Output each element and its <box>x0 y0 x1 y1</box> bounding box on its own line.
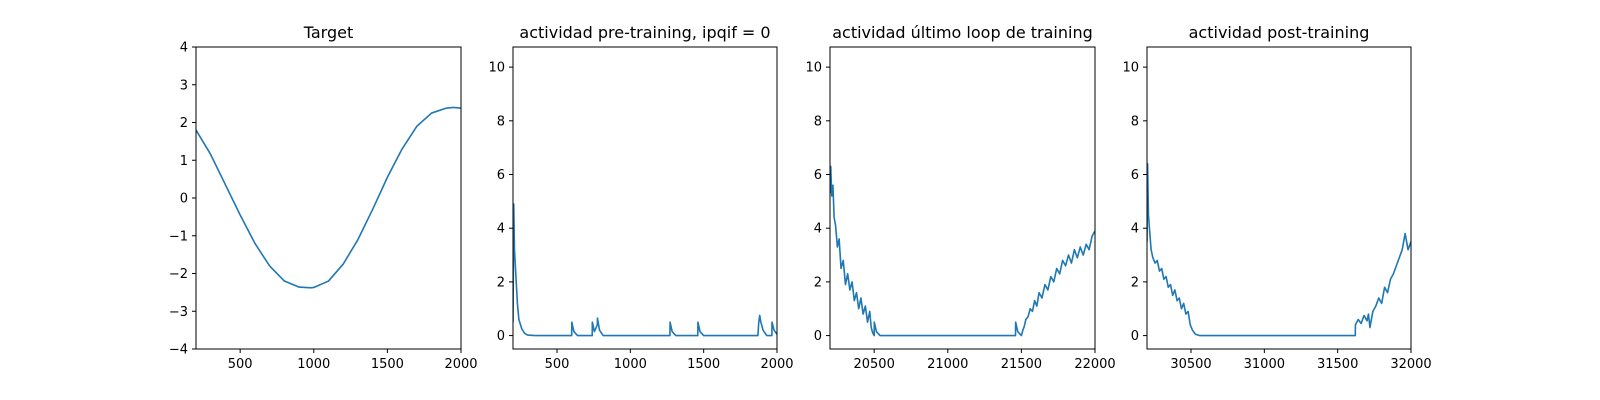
y-tick-label: 8 <box>1131 114 1139 129</box>
x-tick-label: 21500 <box>1001 357 1042 372</box>
x-tick-label: 1500 <box>687 357 720 372</box>
y-tick-label: 4 <box>497 222 505 237</box>
y-tick-label: 10 <box>488 61 505 76</box>
panel-title: Target <box>303 23 354 42</box>
series-line <box>513 203 777 337</box>
axes-frame <box>829 46 1096 350</box>
y-tick-label: −3 <box>169 305 188 320</box>
y-tick-label: 10 <box>805 61 822 76</box>
x-tick-label: 1000 <box>297 357 330 372</box>
x-tick-label: 500 <box>545 357 570 372</box>
series-line <box>830 165 1095 337</box>
x-tick-label: 30500 <box>1170 357 1211 372</box>
panel-title: actividad pre-training, ipqif = 0 <box>519 23 770 42</box>
panel-title: actividad último loop de training <box>832 23 1093 42</box>
y-tick-label: −2 <box>169 267 188 282</box>
axes-frame <box>195 46 462 350</box>
x-tick-label: 22000 <box>1074 357 1115 372</box>
y-tick-label: 1 <box>180 154 188 169</box>
x-tick-label: 20500 <box>853 357 894 372</box>
series-line <box>1147 162 1411 337</box>
panel-title: actividad post-training <box>1189 23 1370 42</box>
y-tick-label: 8 <box>814 114 822 129</box>
axes-frame <box>1146 46 1412 350</box>
y-tick-label: 0 <box>1131 329 1139 344</box>
pre-training-panel: actividad pre-training, ipqif = 0 500 100… <box>488 23 793 372</box>
x-tick-label: 1000 <box>614 357 647 372</box>
post-training-panel: actividad post-training 30500 31000 31500 3… <box>1122 23 1431 372</box>
x-tick-label: 500 <box>228 357 253 372</box>
x-tick-label: 32000 <box>1390 357 1431 372</box>
y-tick-label: −4 <box>169 343 188 358</box>
y-tick-label: 8 <box>497 114 505 129</box>
y-tick-label: 4 <box>1131 222 1139 237</box>
axes-frame <box>512 46 778 350</box>
y-tick-label: −1 <box>169 229 188 244</box>
x-tick-label: 2000 <box>444 357 477 372</box>
x-tick-label: 31000 <box>1244 357 1285 372</box>
y-tick-label: 6 <box>497 168 505 183</box>
y-tick-label: 0 <box>180 192 188 207</box>
x-tick-label: 21000 <box>927 357 968 372</box>
y-tick-label: 6 <box>814 168 822 183</box>
x-tick-label: 1500 <box>371 357 404 372</box>
x-tick-label: 2000 <box>760 357 793 372</box>
y-tick-label: 0 <box>497 329 505 344</box>
y-tick-label: 10 <box>1122 61 1139 76</box>
x-tick-label: 31500 <box>1317 357 1358 372</box>
y-tick-label: 2 <box>814 275 822 290</box>
y-tick-label: 2 <box>180 116 188 131</box>
y-tick-label: 2 <box>497 275 505 290</box>
y-tick-label: 3 <box>180 78 188 93</box>
y-tick-label: 0 <box>814 329 822 344</box>
target-panel: Target 500 1000 1500 2000 −4 −3 −2 −1 0 1 2 3 4 <box>169 23 478 372</box>
last-training-loop-panel: actividad último loop de training 20500 2… <box>805 23 1115 372</box>
series-line <box>196 106 461 289</box>
y-tick-label: 6 <box>1131 168 1139 183</box>
y-tick-label: 4 <box>180 41 188 56</box>
y-tick-label: 2 <box>1131 275 1139 290</box>
y-tick-label: 4 <box>814 222 822 237</box>
